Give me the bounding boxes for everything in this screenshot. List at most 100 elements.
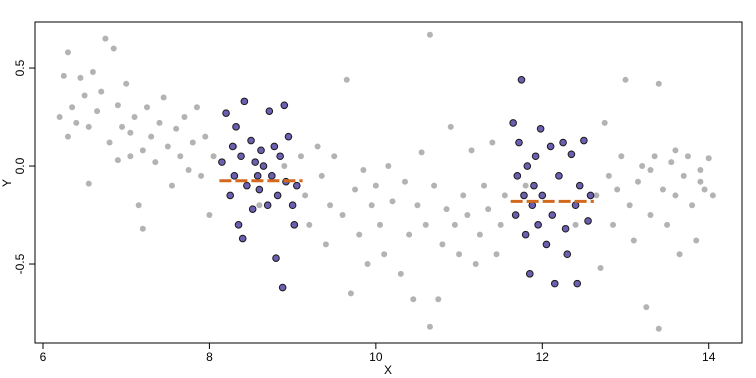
point (240, 97, 249, 106)
point (701, 186, 708, 193)
point (447, 123, 454, 130)
point (253, 172, 262, 180)
point (85, 123, 92, 130)
point (451, 221, 458, 228)
point (226, 191, 235, 200)
point (94, 108, 101, 115)
point (531, 152, 540, 161)
point (268, 172, 276, 180)
point (297, 153, 304, 160)
point (610, 221, 617, 228)
point (89, 68, 96, 75)
point (472, 261, 479, 268)
point (290, 221, 299, 229)
point (73, 119, 80, 126)
point (247, 136, 255, 145)
x-tick-label: 6 (40, 350, 47, 364)
point (586, 191, 595, 200)
point (497, 221, 504, 228)
point (435, 296, 442, 303)
point (389, 198, 396, 205)
point (634, 178, 641, 185)
point (643, 304, 650, 311)
point (356, 231, 363, 238)
point (139, 147, 146, 154)
point (456, 251, 463, 258)
point (684, 153, 691, 160)
point (709, 192, 716, 199)
point (443, 206, 450, 213)
point (561, 224, 570, 233)
point (431, 182, 438, 189)
point (127, 129, 134, 136)
point (410, 296, 417, 303)
point (202, 133, 209, 140)
point (364, 261, 371, 268)
point (515, 138, 523, 147)
point (189, 139, 196, 146)
point (238, 234, 247, 243)
point (520, 191, 528, 200)
point (460, 192, 467, 199)
y-tick-label: 0.0 (13, 157, 27, 174)
point (672, 147, 679, 154)
point (139, 225, 146, 232)
point (193, 104, 200, 111)
point (563, 250, 572, 259)
point (418, 149, 425, 156)
point (689, 202, 696, 209)
point (571, 201, 580, 210)
point (314, 143, 321, 150)
x-tick-label: 14 (702, 350, 716, 364)
point (511, 211, 520, 219)
point (243, 181, 251, 190)
point (60, 72, 67, 79)
point (198, 172, 205, 179)
point (318, 172, 325, 179)
point (185, 166, 192, 173)
point (422, 221, 429, 228)
point (406, 231, 413, 238)
point (280, 101, 289, 110)
point (567, 150, 576, 159)
point (572, 221, 579, 228)
point (255, 185, 264, 194)
point (251, 158, 259, 166)
point (493, 251, 500, 258)
point (426, 31, 433, 38)
point (102, 35, 109, 42)
point (397, 270, 404, 277)
point (680, 172, 687, 179)
point (534, 221, 542, 229)
point (292, 181, 301, 190)
point (230, 172, 239, 180)
point (676, 251, 683, 258)
point (605, 172, 612, 179)
point (106, 139, 113, 146)
point (81, 92, 88, 99)
point (306, 221, 313, 228)
point (401, 178, 408, 185)
point (339, 212, 346, 219)
point (302, 192, 309, 199)
point (144, 104, 151, 111)
point (513, 172, 522, 180)
point (259, 162, 268, 170)
point (377, 221, 384, 228)
point (256, 202, 263, 209)
point (322, 241, 329, 248)
x-tick-label: 8 (206, 350, 213, 364)
x-tick-label: 10 (369, 350, 383, 364)
point (509, 119, 517, 127)
point (237, 152, 245, 161)
y-tick-label: 0.5 (13, 59, 27, 76)
x-axis-label: X (384, 363, 392, 377)
point (181, 114, 188, 121)
point (248, 205, 257, 213)
point (697, 178, 704, 185)
point (257, 146, 265, 155)
point (672, 192, 679, 199)
point (655, 325, 662, 332)
point (173, 125, 180, 132)
